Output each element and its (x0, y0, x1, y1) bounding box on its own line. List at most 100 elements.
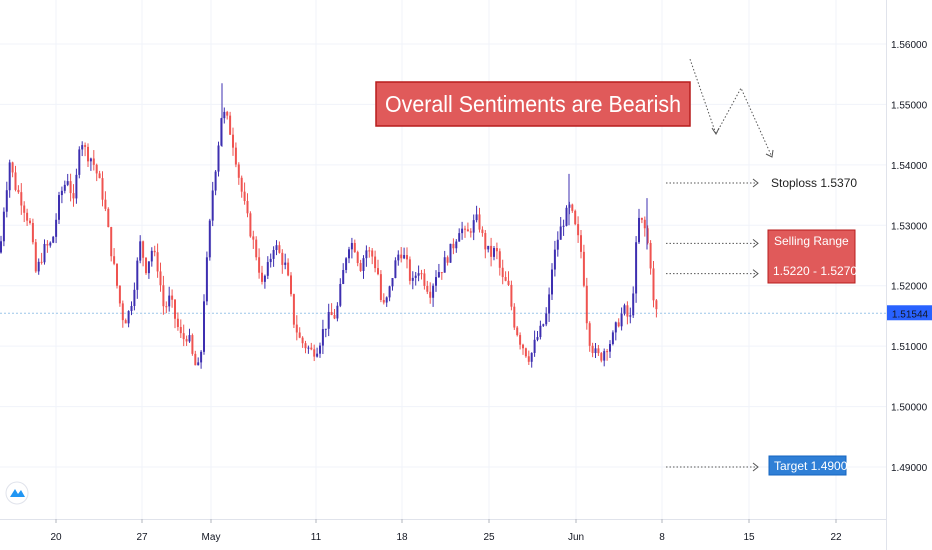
candle-body (153, 250, 156, 253)
candle-body (258, 257, 261, 273)
candle-body (52, 236, 55, 243)
selling-range-values: 1.5220 - 1.5270 (773, 264, 857, 278)
x-tick-label: 8 (659, 532, 665, 543)
candle-body (298, 332, 301, 338)
x-tick-label: 11 (311, 532, 322, 543)
candle-body (411, 277, 414, 281)
candle-body (81, 145, 84, 150)
candle-body (362, 258, 365, 271)
candle-body (504, 277, 507, 281)
candle-body (46, 243, 49, 246)
candle-body (142, 241, 145, 258)
candle-body (2, 211, 5, 242)
candle-body (269, 258, 272, 263)
candle-body (614, 322, 617, 333)
candle-body (240, 177, 243, 192)
candle-body (356, 252, 359, 264)
candle-body (8, 162, 11, 191)
candle-body (278, 245, 281, 253)
candle-body (165, 306, 168, 308)
candle-body (243, 191, 246, 202)
candle-body (638, 217, 640, 243)
candle-body (324, 328, 327, 330)
candle-body (382, 299, 385, 303)
x-tick-label: May (202, 532, 221, 543)
candle-body (217, 145, 220, 172)
candle-body (455, 241, 458, 249)
candle-body (626, 305, 629, 317)
candle-body (580, 235, 582, 252)
candle-body (649, 242, 652, 269)
y-tick-label: 1.50000 (891, 403, 928, 414)
candle-body (58, 195, 60, 220)
candle-body (234, 147, 237, 165)
candle-body (524, 348, 527, 357)
candle-body (156, 252, 159, 272)
candle-body (609, 344, 611, 352)
candle-body (623, 305, 626, 314)
candle-body (43, 243, 46, 263)
candle-body (379, 274, 382, 300)
candle-body (646, 228, 649, 243)
candle-body (487, 245, 490, 250)
candle-body (63, 184, 66, 191)
sentiment-banner-text: Overall Sentiments are Bearish (385, 91, 681, 117)
candle-body (281, 252, 284, 265)
x-tick-label: 18 (396, 532, 408, 543)
candle-body (559, 226, 562, 240)
candle-body (87, 146, 89, 162)
candle-body (284, 262, 287, 265)
projection-mid-head (711, 127, 720, 136)
y-tick-label: 1.54000 (891, 161, 928, 172)
candle-body (406, 255, 408, 260)
candle-body (176, 318, 179, 327)
candle-body (266, 262, 269, 276)
candle-body (336, 305, 339, 319)
candle-body (501, 267, 504, 278)
candle-body (466, 229, 469, 232)
candle-body (548, 294, 551, 314)
y-axis-ticks: 1.56000 1.55000 1.54000 1.53000 1.52000 1.510… (891, 40, 928, 474)
candle-body (461, 228, 464, 234)
candle-body (72, 193, 75, 199)
candle-body (261, 272, 263, 282)
candle-body (574, 210, 577, 225)
tradingview-logo-icon[interactable] (5, 481, 29, 505)
candle-body (582, 251, 585, 286)
candle-body (321, 329, 324, 346)
candle-body (17, 189, 20, 193)
dotted-arrows (666, 127, 774, 472)
sentiment-banner: Overall Sentiments are Bearish (375, 81, 691, 127)
candle-body (498, 251, 501, 268)
candle-body (519, 335, 522, 345)
candle-body (652, 268, 655, 301)
stoploss-label: Stoploss 1.5370 (771, 176, 857, 190)
y-tick-label: 1.52000 (891, 282, 928, 293)
candle-body (403, 255, 406, 259)
candle-body (26, 212, 29, 221)
candle-body (319, 345, 321, 354)
candle-body (556, 239, 559, 250)
candle-body (464, 228, 466, 230)
candle-body (429, 291, 432, 298)
candle-body (333, 314, 336, 319)
selling-range-title: Selling Range (774, 234, 849, 248)
candle-body (49, 242, 52, 246)
candle-body (0, 241, 2, 253)
candle-body (287, 262, 290, 276)
candle-body (414, 275, 417, 278)
x-tick-label: Jun (568, 532, 584, 543)
candle-body (516, 327, 519, 336)
candle-body (104, 199, 107, 209)
stoploss-arrow-head (752, 178, 759, 188)
candle-body (377, 268, 379, 275)
candle-body (229, 115, 232, 135)
candle-body (188, 335, 191, 342)
candle-body (208, 220, 211, 258)
candle-body (577, 224, 580, 236)
candle-body (133, 289, 136, 307)
candle-body (113, 256, 116, 264)
candle-body (449, 243, 452, 263)
candle-body (211, 190, 214, 221)
